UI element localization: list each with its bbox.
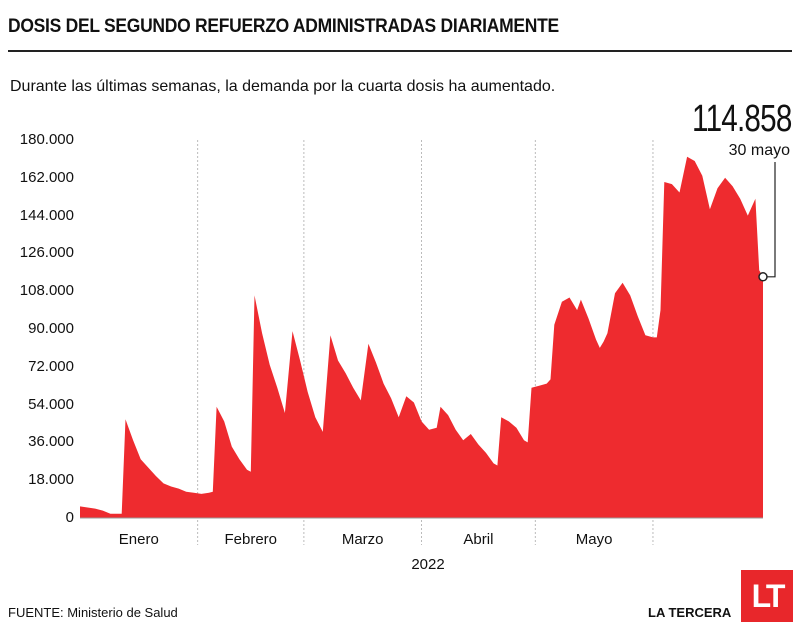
- area-series: [80, 156, 763, 519]
- latest-point-marker: [758, 272, 768, 282]
- annotation-leader-line: [765, 162, 776, 278]
- y-tick-label: 108.000: [19, 282, 74, 300]
- y-tick-label: 72.000: [28, 357, 74, 375]
- y-tick-label: 90.000: [28, 320, 74, 337]
- brand-name: LA TERCERA: [648, 605, 732, 620]
- y-tick-label: 54.000: [28, 395, 74, 413]
- source-credit: FUENTE: Ministerio de Salud: [8, 605, 178, 620]
- title-rule: [8, 50, 792, 52]
- y-tick-label: 36.000: [28, 433, 74, 451]
- brand-logo: LT: [741, 570, 793, 622]
- x-tick-label: Enero: [118, 531, 159, 548]
- x-tick-label: Abril: [463, 531, 494, 548]
- chart-title: DOSIS DEL SEGUNDO REFUERZO ADMINISTRADAS…: [8, 16, 559, 37]
- x-tick-label: Febrero: [224, 531, 278, 548]
- latest-date-annotation: 30 mayo: [728, 142, 790, 159]
- y-tick-label: 0: [65, 509, 74, 526]
- latest-value-annotation: 114.858: [692, 98, 793, 140]
- chart-subtitle: Durante las últimas semanas, la demanda …: [10, 78, 556, 95]
- y-tick-label: 18.000: [28, 471, 74, 489]
- x-tick-label: Marzo: [341, 531, 384, 548]
- y-tick-label: 126.000: [19, 244, 74, 262]
- y-tick-label: 162.000: [19, 168, 74, 186]
- x-tick-label: Mayo: [575, 531, 613, 548]
- y-tick-label: 144.000: [19, 206, 74, 224]
- y-tick-label: 180.000: [19, 131, 74, 148]
- x-axis-year-label: 2022: [411, 556, 445, 573]
